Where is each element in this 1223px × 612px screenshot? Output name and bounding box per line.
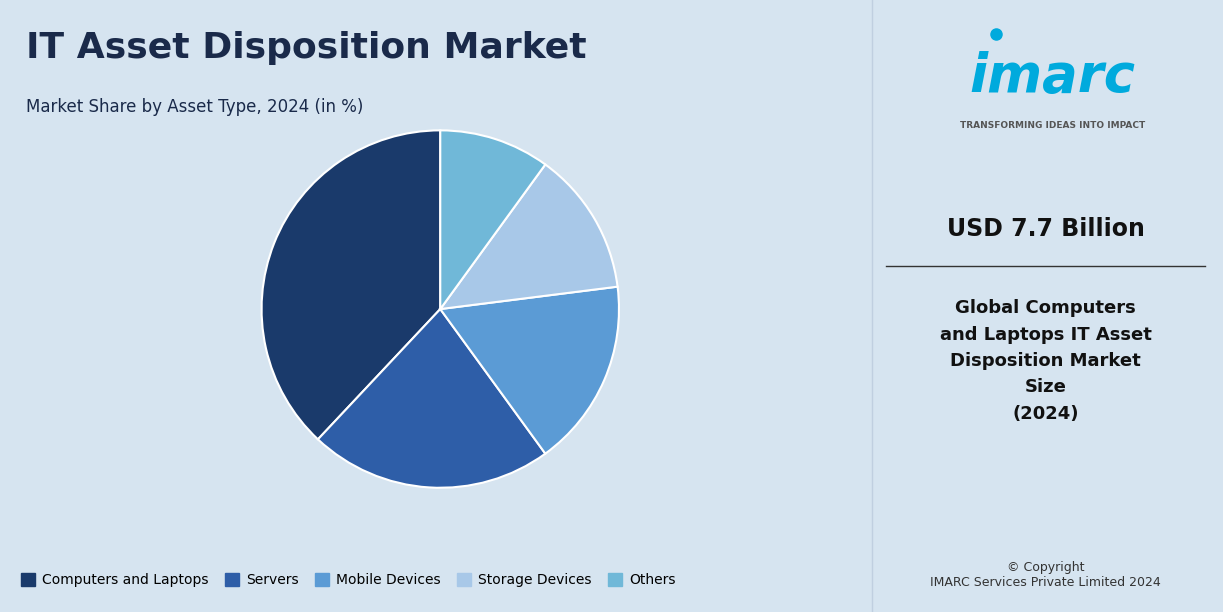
Text: IT Asset Disposition Market: IT Asset Disposition Market	[26, 31, 587, 65]
Text: TRANSFORMING IDEAS INTO IMPACT: TRANSFORMING IDEAS INTO IMPACT	[960, 121, 1146, 130]
Legend: Computers and Laptops, Servers, Mobile Devices, Storage Devices, Others: Computers and Laptops, Servers, Mobile D…	[16, 568, 681, 593]
Text: Global Computers
and Laptops IT Asset
Disposition Market
Size
(2024): Global Computers and Laptops IT Asset Di…	[939, 299, 1152, 423]
Wedge shape	[262, 130, 440, 439]
Wedge shape	[440, 165, 618, 309]
Wedge shape	[318, 309, 545, 488]
Text: imarc: imarc	[970, 51, 1136, 102]
Wedge shape	[440, 286, 619, 453]
Text: © Copyright
IMARC Services Private Limited 2024: © Copyright IMARC Services Private Limit…	[931, 561, 1161, 589]
Text: USD 7.7 Billion: USD 7.7 Billion	[947, 217, 1145, 242]
Wedge shape	[440, 130, 545, 309]
Text: Market Share by Asset Type, 2024 (in %): Market Share by Asset Type, 2024 (in %)	[26, 98, 363, 116]
